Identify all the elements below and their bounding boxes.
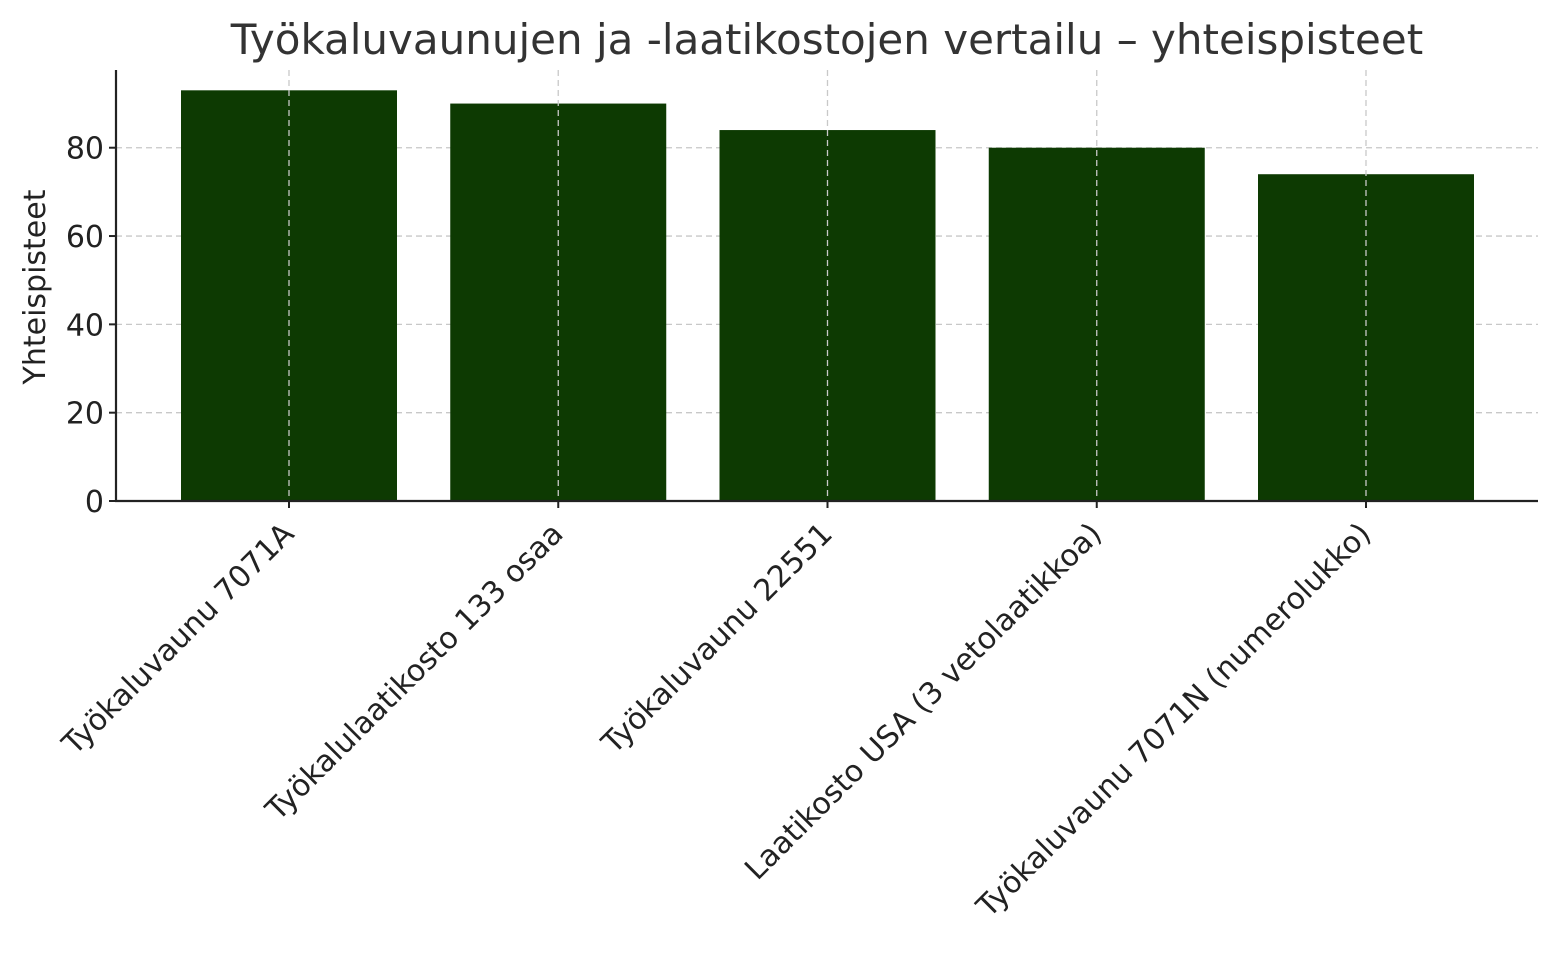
x-category-label-1: Työkalulaatikosto 133 osaa <box>259 516 571 828</box>
x-category-label-2: Työkaluvaunu 22551 <box>595 516 840 761</box>
chart-title: Työkaluvaunujen ja -laatikostojen vertai… <box>230 15 1423 64</box>
x-category-label-0: Työkaluvaunu 7071A <box>55 516 301 762</box>
y-axis-label: Yhteispisteet <box>18 189 53 385</box>
vertical-grid-layer <box>288 70 1367 501</box>
y-tick-label-1: 20 <box>66 397 104 432</box>
bar-4 <box>1258 174 1474 501</box>
y-tick-label-2: 40 <box>66 308 104 343</box>
y-tick-label-3: 60 <box>66 220 104 255</box>
y-ticks-layer: 0 20 40 60 80 <box>66 132 116 520</box>
y-tick-label-4: 80 <box>66 132 104 167</box>
y-tick-label-0: 0 <box>85 485 104 520</box>
